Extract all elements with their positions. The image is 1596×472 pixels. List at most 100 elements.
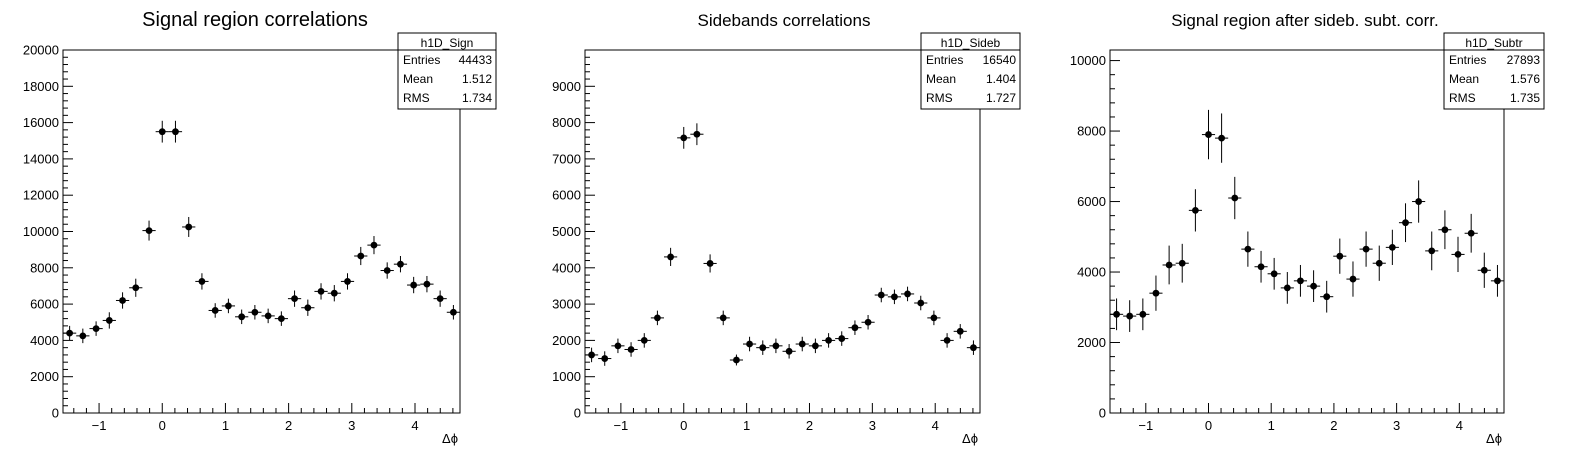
marker [719, 314, 727, 322]
marker [277, 315, 285, 323]
data-point [940, 333, 954, 348]
data-point [129, 278, 143, 297]
data-point [848, 320, 862, 335]
data-point [729, 354, 744, 366]
marker [211, 307, 219, 314]
y-tick-label: 4000 [30, 333, 59, 348]
data-point [274, 311, 288, 326]
marker [640, 337, 648, 344]
marker [1467, 229, 1475, 237]
y-tick-label: 0 [52, 406, 59, 421]
plot-frame [1109, 49, 1505, 414]
stats-box-title: h1D_Subtr [1465, 36, 1522, 50]
stats-box-frame [1443, 32, 1545, 110]
data-point [769, 338, 783, 354]
marker [1415, 198, 1423, 205]
x-axis-label: Δϕ [442, 431, 458, 446]
data-point [756, 340, 770, 355]
data-point [287, 290, 302, 307]
marker [158, 128, 166, 136]
chart-title: Sidebands correlations [698, 11, 871, 30]
x-tick-label: 1 [1268, 418, 1275, 433]
marker [357, 252, 365, 260]
y-tick-label: 7000 [552, 151, 581, 166]
marker [251, 308, 259, 316]
data-point [1477, 252, 1491, 288]
marker [627, 346, 635, 353]
y-tick-label: 0 [1099, 406, 1106, 421]
marker [79, 332, 87, 340]
data-point [1412, 180, 1426, 223]
data-point [1333, 238, 1347, 274]
y-tick-label: 8000 [552, 115, 581, 130]
stats-row-value: 27893 [1507, 53, 1541, 67]
marker [1441, 226, 1449, 234]
data-point [155, 120, 169, 143]
marker [1218, 134, 1226, 142]
stats-row-label: Mean [403, 72, 433, 86]
data-point [887, 289, 901, 305]
marker [1388, 243, 1396, 251]
y-tick-label: 20000 [23, 43, 59, 58]
marker [436, 295, 444, 303]
data-point [1254, 250, 1268, 283]
marker [330, 289, 338, 297]
marker [1402, 219, 1409, 227]
y-tick-label: 2000 [30, 369, 59, 384]
x-tick-label: 1 [222, 418, 229, 433]
x-tick-label: −1 [92, 418, 107, 433]
stats-row-label: Entries [403, 53, 440, 67]
marker [904, 290, 911, 298]
marker [601, 355, 609, 362]
marker [1244, 245, 1252, 253]
data-point [102, 312, 116, 329]
data-point [195, 273, 209, 290]
data-point [716, 310, 730, 326]
marker [410, 281, 418, 289]
x-tick-label: −1 [613, 418, 628, 433]
x-tick-label: 3 [1393, 418, 1400, 433]
marker [1126, 312, 1134, 320]
marker [132, 284, 140, 292]
marker [1283, 284, 1291, 292]
y-tick-label: 10000 [23, 224, 59, 239]
marker [680, 134, 688, 142]
x-tick-label: 3 [348, 418, 355, 433]
data-point [1438, 210, 1452, 250]
marker [105, 317, 113, 324]
data-point [433, 290, 447, 307]
stats-row-value: 1.404 [986, 72, 1016, 86]
data-point [1320, 280, 1334, 313]
marker [1323, 293, 1331, 301]
data-point [677, 126, 691, 149]
marker [304, 304, 312, 312]
marker [264, 312, 272, 320]
y-tick-label: 9000 [552, 79, 581, 94]
data-point [1385, 229, 1399, 265]
y-tick-label: 4000 [552, 260, 581, 275]
data-point [115, 292, 130, 309]
marker [1428, 247, 1436, 255]
stats-row-label: Mean [926, 72, 956, 86]
data-point [874, 287, 888, 303]
marker [1480, 266, 1488, 274]
data-point [611, 338, 625, 354]
data-point [650, 310, 664, 326]
y-tick-label: 6000 [552, 188, 581, 203]
x-tick-label: 4 [411, 418, 418, 433]
data-point [637, 333, 651, 348]
data-point [1398, 203, 1413, 243]
y-tick-label: 10000 [1070, 53, 1106, 68]
marker [588, 351, 595, 359]
data-point [208, 303, 222, 318]
stats-row-value: 16540 [983, 53, 1017, 67]
y-tick-label: 18000 [23, 79, 59, 94]
marker [654, 314, 661, 322]
data-point [1490, 264, 1505, 297]
data-point [1241, 231, 1255, 267]
chart-panel-2: Sidebands correlations 0 1000 2000 3000 4000 5… [552, 11, 1021, 446]
data-point [703, 254, 717, 273]
data-point [585, 347, 599, 363]
marker [291, 295, 298, 303]
x-axis-label: Δϕ [962, 431, 978, 446]
